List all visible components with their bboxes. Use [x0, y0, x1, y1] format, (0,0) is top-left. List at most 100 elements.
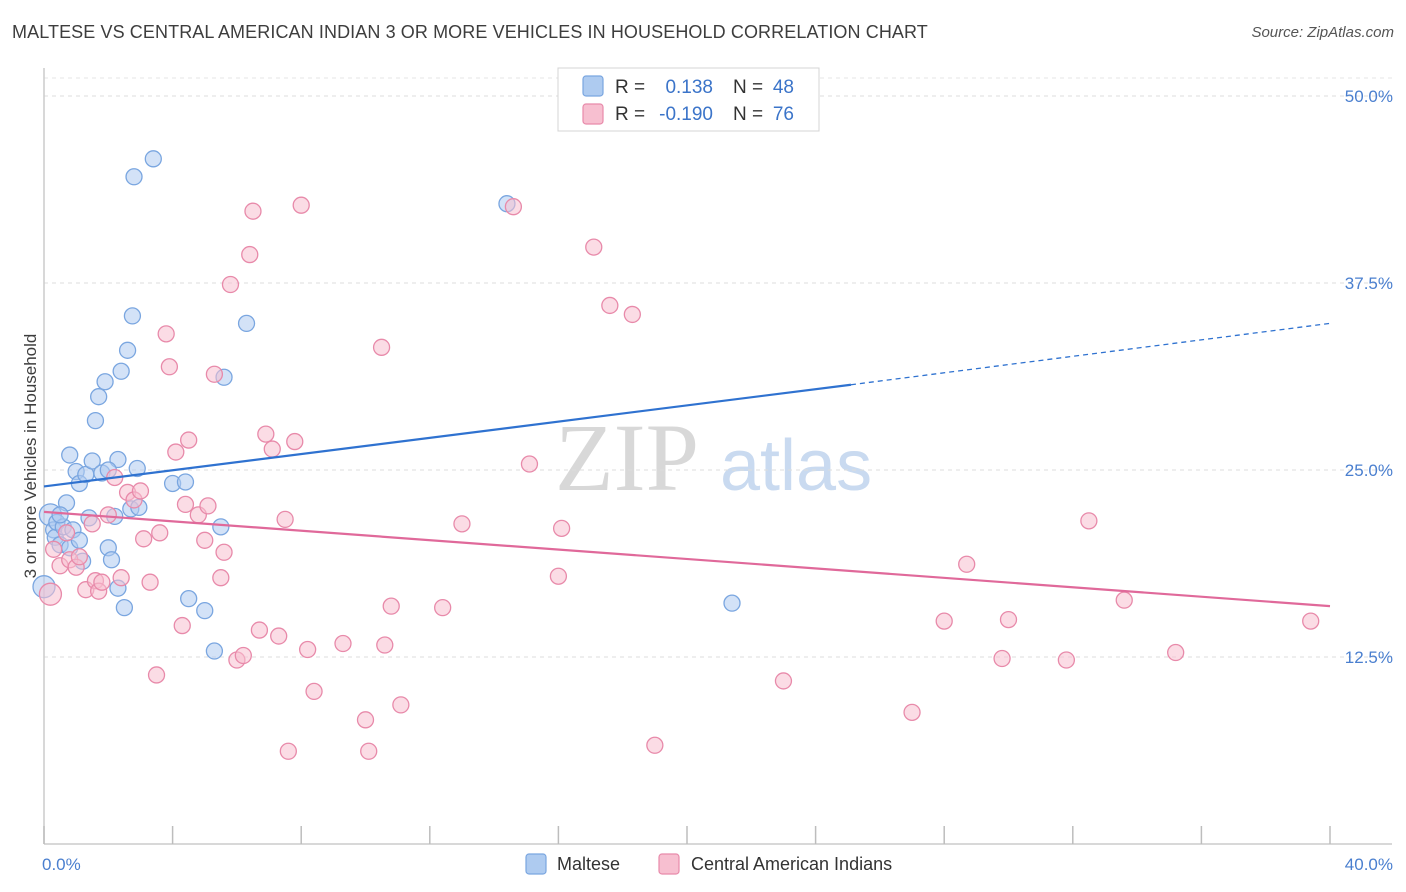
central-american-indian-point [147, 666, 166, 684]
central-american-indian-point [215, 543, 233, 561]
maltese-point [123, 307, 142, 325]
central-american-indian-trend-line [43, 510, 1331, 608]
central-american-indian-point [549, 567, 568, 585]
central-american-indian-point [241, 245, 259, 264]
legend-n-value: 48 [773, 77, 794, 98]
legend-n-value: 76 [773, 104, 794, 125]
central-american-indian-point [520, 455, 539, 473]
central-american-indian-point [935, 612, 953, 630]
central-american-indian-point [160, 358, 179, 376]
central-american-indian-point [434, 598, 452, 617]
central-american-indian-point [250, 621, 269, 639]
central-american-indian-point [623, 305, 641, 324]
maltese-point [180, 590, 198, 608]
data-points [32, 150, 1320, 760]
maltese-point [96, 373, 114, 391]
central-american-indian-point [212, 569, 230, 587]
axes [43, 68, 1392, 845]
central-american-indian-point [38, 582, 63, 606]
central-american-indian-point [141, 573, 159, 591]
central-american-indian-point [196, 531, 214, 549]
central-american-indian-point [552, 519, 571, 537]
central-american-indian-point [205, 365, 224, 383]
legend-n-label: N = [733, 77, 763, 98]
maltese-point [51, 506, 69, 524]
central-american-indian-point [1057, 651, 1076, 669]
central-american-indian-point [57, 524, 76, 542]
maltese-trend-line-extension [850, 322, 1331, 386]
central-american-indian-point [999, 610, 1018, 629]
central-american-indian-point [382, 597, 400, 615]
watermark-zip: ZIP [555, 404, 699, 511]
central-american-indian-point [180, 431, 198, 449]
central-american-indian-point [131, 482, 150, 500]
watermark-atlas: atlas [720, 426, 872, 506]
central-american-indian-point [199, 497, 217, 515]
x-tick-label: 40.0% [1345, 855, 1393, 874]
chart-source: Source: ZipAtlas.com [1251, 24, 1394, 41]
tick-labels: 12.5% 25.0% 37.5% 50.0% 0.0% 40.0% [42, 87, 1393, 874]
maltese-point [90, 388, 108, 406]
legend-swatch-maltese [525, 853, 547, 875]
legend-top: R = 0.138 N = 48 R = -0.190 N = 76 [557, 67, 820, 132]
central-american-indian-point [292, 196, 310, 214]
central-american-indian-point [376, 636, 394, 654]
central-american-indian-point [99, 506, 117, 524]
x-tick-label: 0.0% [42, 855, 81, 874]
maltese-point [83, 452, 101, 470]
maltese-point [723, 594, 741, 612]
y-tick-label: 25.0% [1345, 461, 1393, 480]
maltese-point [61, 446, 79, 464]
central-american-indian-point [372, 338, 391, 356]
legend-swatch-central-american-indians [658, 853, 680, 875]
legend-r-value: 0.138 [665, 77, 713, 98]
central-american-indian-point [257, 425, 275, 443]
central-american-indian-point [176, 495, 195, 514]
central-american-indian-point [263, 440, 281, 458]
central-american-indian-point [903, 703, 921, 722]
legend-r-value: -0.190 [659, 104, 713, 125]
central-american-indian-point [270, 627, 288, 645]
maltese-point [112, 362, 130, 380]
maltese-point [118, 341, 137, 359]
central-american-indian-point [356, 711, 375, 729]
central-american-indian-point [958, 555, 976, 573]
chart-title: MALTESE VS CENTRAL AMERICAN INDIAN 3 OR … [12, 22, 928, 42]
central-american-indian-point [585, 238, 603, 256]
maltese-point [237, 314, 256, 333]
legend-swatch-central-american-indians [582, 103, 604, 125]
legend-swatch-maltese [582, 75, 604, 97]
central-american-indian-point [601, 296, 619, 315]
central-american-indian-point [44, 540, 63, 558]
trend-lines [43, 322, 1331, 608]
central-american-indian-point [453, 515, 471, 533]
maltese-point [176, 473, 195, 491]
maltese-point [128, 459, 146, 478]
maltese-point [196, 601, 214, 620]
central-american-indian-point [151, 524, 169, 542]
maltese-point [86, 411, 105, 430]
central-american-indian-point [392, 696, 410, 714]
gridlines [44, 77, 1392, 658]
legend-label-central-american-indians: Central American Indians [691, 854, 892, 874]
central-american-indian-point [504, 198, 523, 216]
central-american-indian-point [276, 510, 294, 529]
y-tick-label: 50.0% [1345, 87, 1393, 106]
central-american-indian-point [1115, 591, 1133, 609]
central-american-indian-point [360, 742, 378, 760]
central-american-indian-point [1167, 643, 1185, 662]
central-american-indian-point [774, 672, 793, 690]
maltese-point [212, 518, 230, 536]
central-american-indian-point [305, 682, 323, 701]
central-american-indian-point [298, 640, 317, 659]
central-american-indian-point [993, 649, 1011, 668]
maltese-point [102, 551, 121, 569]
legend-r-label: R = [615, 104, 645, 125]
maltese-point [144, 150, 162, 168]
y-axis-label: 3 or more Vehicles in Household [21, 334, 40, 579]
central-american-indian-point [244, 202, 262, 220]
central-american-indian-point [279, 742, 297, 760]
central-american-indian-point [157, 325, 175, 343]
central-american-indian-point [173, 616, 191, 635]
